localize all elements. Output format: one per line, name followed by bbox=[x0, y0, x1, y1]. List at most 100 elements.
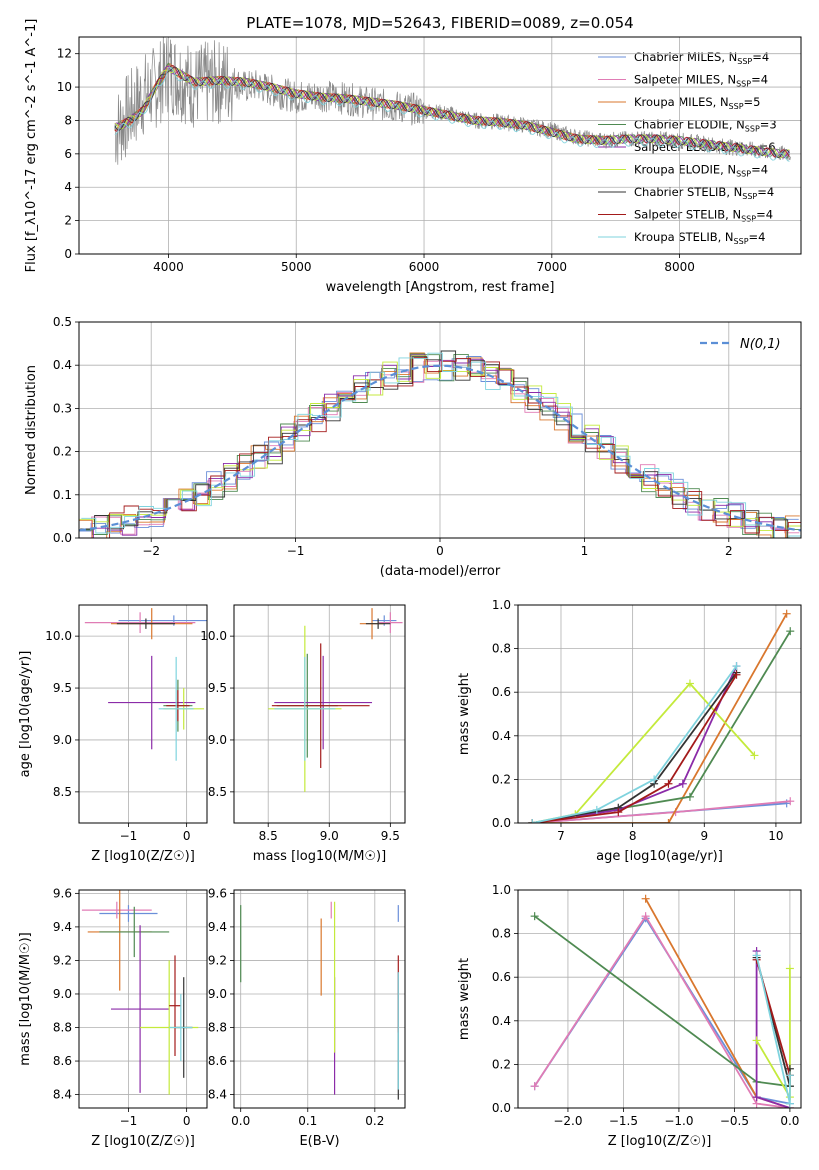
data-point bbox=[116, 618, 175, 629]
x-tick-label: 0.2 bbox=[365, 1114, 384, 1128]
axes-frame bbox=[517, 604, 802, 824]
x-axis-label: wavelength [Angstrom, rest frame] bbox=[326, 280, 555, 295]
panel-mass-vs-ebv: 0.0 0.1 0.2 8.4 8.6 8.8 9.0 9.2 9.4 9.6 E(B-V) bbox=[208, 886, 406, 1149]
weight-marker bbox=[685, 792, 694, 801]
residual-histogram bbox=[79, 353, 801, 536]
data-point bbox=[274, 655, 373, 750]
y-tick-label: 8.8 bbox=[208, 1021, 227, 1035]
residual-histogram bbox=[80, 350, 801, 538]
axes-frame bbox=[78, 36, 802, 255]
weight-marker bbox=[650, 775, 659, 784]
weight-series-line bbox=[532, 665, 738, 823]
axes-frame bbox=[233, 604, 406, 824]
y-tick-label: 9.0 bbox=[53, 987, 72, 1001]
x-axis-label: E(B-V) bbox=[299, 1134, 339, 1149]
panel-weight-vs-age: 7 8 9 10 0.0 0.2 0.4 0.6 0.8 1.0 age [log10(age/yr… bbox=[457, 598, 802, 864]
legend-entry: Chabrier STELIB, NSSP=4 bbox=[634, 185, 774, 201]
legend-entry: Salpeter STELIB, NSSP=4 bbox=[634, 208, 773, 224]
weight-marker bbox=[614, 808, 623, 817]
panel-residuals: −2 −1 0 1 2 0.0 0.1 0.2 0.3 0.4 0.5 (data-model)/er… bbox=[24, 315, 802, 579]
x-axis-label: (data-model)/error bbox=[380, 564, 501, 579]
y-tick-label: 0.2 bbox=[492, 772, 511, 786]
x-axis-label: Z [log10(Z/Z☉)] bbox=[608, 1134, 712, 1149]
y-tick-label: 9.4 bbox=[208, 920, 227, 934]
normal-reference-curve bbox=[79, 364, 801, 532]
y-tick-label: 0.0 bbox=[492, 816, 511, 830]
weight-marker bbox=[530, 1082, 539, 1091]
residual-histogram bbox=[80, 357, 801, 538]
weight-marker bbox=[786, 797, 795, 806]
model-spectrum-line bbox=[114, 66, 790, 158]
y-tick-label: 9.5 bbox=[208, 681, 227, 695]
weight-marker bbox=[752, 1093, 761, 1102]
y-tick-label: 9.0 bbox=[208, 987, 227, 1001]
legend-entry: Chabrier ELODIE, NSSP=3 bbox=[634, 118, 777, 134]
axes-frame bbox=[517, 889, 802, 1109]
x-tick-label: 0 bbox=[183, 1114, 191, 1128]
data-point bbox=[166, 690, 190, 722]
y-tick-label: 9.0 bbox=[53, 733, 72, 747]
y-tick-label: 8.6 bbox=[208, 1054, 227, 1068]
x-tick-label: 0.0 bbox=[780, 1114, 799, 1128]
y-tick-label: 8.4 bbox=[208, 1088, 227, 1102]
y-tick-label: 0.2 bbox=[492, 1057, 511, 1071]
legend-entry: Salpeter MILES, NSSP=4 bbox=[634, 73, 768, 89]
x-tick-label: 9 bbox=[700, 829, 708, 843]
data-point bbox=[111, 925, 170, 1093]
data-point bbox=[81, 901, 152, 919]
weight-series-line bbox=[532, 674, 738, 823]
weight-series-line bbox=[532, 613, 788, 823]
y-tick-label: 8.4 bbox=[53, 1088, 72, 1102]
y-tick-label: 10 bbox=[57, 80, 72, 94]
axes-frame bbox=[78, 604, 208, 824]
y-tick-label: 0 bbox=[64, 247, 72, 261]
y-tick-label: 1.0 bbox=[492, 883, 511, 897]
y-axis-label: mass weight bbox=[457, 673, 472, 755]
y-tick-label: 8.5 bbox=[208, 785, 227, 799]
y-tick-label: 10.0 bbox=[200, 629, 227, 643]
y-tick-label: 0.8 bbox=[492, 642, 511, 656]
x-tick-label: 9.0 bbox=[320, 829, 339, 843]
data-point bbox=[84, 612, 196, 634]
weight-marker bbox=[785, 1099, 794, 1108]
y-axis-label: mass [log10(M/M☉)] bbox=[18, 932, 33, 1065]
data-point bbox=[378, 612, 403, 634]
panel-age-vs-z: −1 0 8.5 9.0 9.5 10.0 Z [log10(Z/Z☉)] age [log1… bbox=[18, 604, 208, 864]
data-point bbox=[274, 656, 336, 761]
x-tick-label: −1.5 bbox=[609, 1114, 638, 1128]
x-axis-label: Z [log10(Z/Z☉)] bbox=[91, 849, 195, 864]
y-axis-label: Flux [f_λ10^-17 erg cm^-2 s^-1 A^-1] bbox=[24, 19, 39, 273]
weight-marker bbox=[752, 1036, 761, 1045]
model-spectrum-line bbox=[114, 65, 790, 158]
x-tick-label: −1 bbox=[287, 544, 305, 558]
x-tick-label: 5000 bbox=[281, 260, 312, 274]
panel-mass-vs-z: −1 0 8.4 8.6 8.8 9.0 9.2 9.4 9.6 Z [log10(Z/Z☉)] m… bbox=[18, 886, 208, 1149]
x-tick-label: −1 bbox=[120, 1114, 138, 1128]
x-tick-label: 6000 bbox=[409, 260, 440, 274]
weight-series-line bbox=[532, 800, 791, 823]
y-tick-label: 8.8 bbox=[53, 1021, 72, 1035]
residual-histogram bbox=[79, 359, 800, 538]
model-spectrum-line bbox=[114, 62, 790, 159]
y-tick-label: 0.1 bbox=[53, 488, 72, 502]
x-axis-label: Z [log10(Z/Z☉)] bbox=[91, 1134, 195, 1149]
y-tick-label: 0.0 bbox=[492, 1101, 511, 1115]
y-tick-label: 0.8 bbox=[492, 927, 511, 941]
weight-marker bbox=[752, 951, 761, 960]
legend-entry: N(0,1) bbox=[740, 337, 781, 352]
y-axis-label: age [log10(age/yr)] bbox=[18, 651, 33, 778]
weight-marker bbox=[732, 662, 741, 671]
y-tick-label: 4 bbox=[64, 180, 72, 194]
y-tick-label: 0.0 bbox=[53, 531, 72, 545]
x-tick-label: 7000 bbox=[537, 260, 568, 274]
chart-title: PLATE=1078, MJD=52643, FIBERID=0089, z=0… bbox=[246, 14, 633, 32]
weight-marker bbox=[530, 912, 539, 921]
y-tick-label: 8.6 bbox=[53, 1054, 72, 1068]
data-point bbox=[365, 618, 391, 629]
weight-marker bbox=[528, 819, 537, 823]
x-tick-label: 8.5 bbox=[259, 829, 278, 843]
y-tick-label: 0.4 bbox=[492, 1014, 511, 1028]
weight-series-line bbox=[532, 665, 738, 823]
weight-marker bbox=[732, 670, 741, 679]
weight-marker bbox=[592, 805, 601, 814]
